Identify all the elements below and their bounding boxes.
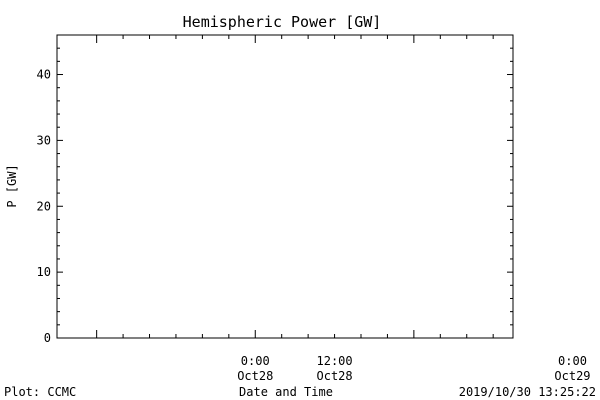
y-tick-label: 40 — [37, 68, 51, 82]
x-tick-date-label: Oct28 — [237, 369, 273, 383]
x-tick-date-label: Oct29 — [554, 369, 590, 383]
y-tick-label: 30 — [37, 133, 51, 147]
x-tick-time-label: 0:00 — [241, 354, 270, 368]
x-tick-date-label: Oct28 — [317, 369, 353, 383]
y-axis-label: P [GW] — [5, 164, 19, 207]
footer-xlabel: Date and Time — [239, 385, 333, 399]
y-tick-label: 10 — [37, 265, 51, 279]
x-tick-time-label: 12:00 — [317, 354, 353, 368]
footer-plot-credit: Plot: CCMC — [4, 385, 76, 399]
plot-frame — [56, 34, 514, 339]
chart-title: Hemispheric Power [GW] — [183, 13, 382, 31]
y-axis: 0 10 20 30 40 — [37, 34, 513, 345]
footer-timestamp: 2019/10/30 13:25:22 — [459, 385, 596, 399]
y-tick-label: 0 — [44, 331, 51, 345]
x-tick-time-label: 0:00 — [558, 354, 587, 368]
x-axis: 0:00Oct2812:00Oct280:00Oct2912:00Oct290:… — [96, 35, 591, 383]
y-tick-label: 20 — [37, 199, 51, 213]
